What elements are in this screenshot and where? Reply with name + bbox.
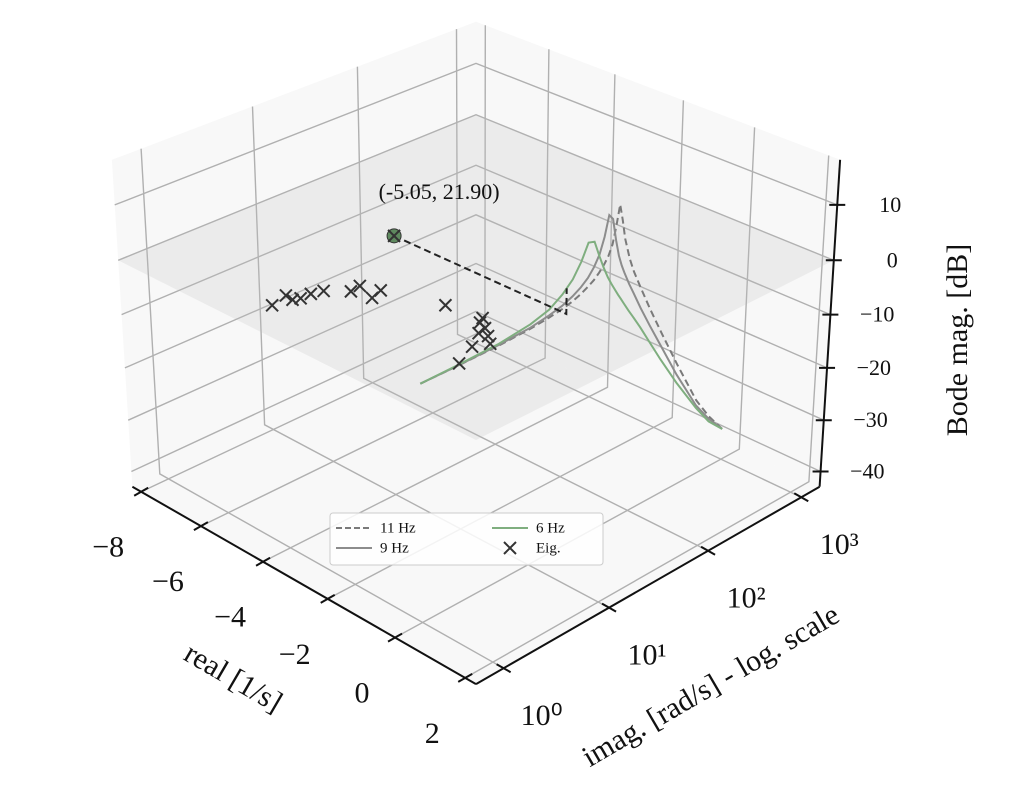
grid-line <box>140 25 486 493</box>
tick-mark <box>496 663 512 674</box>
eigenvalue-marker <box>465 339 479 354</box>
tick-mark <box>193 521 209 531</box>
grid-line <box>117 113 835 261</box>
grid-line <box>200 49 550 527</box>
grid-line <box>356 66 709 552</box>
pane <box>476 21 841 487</box>
tick-mark <box>320 594 336 604</box>
x-axis <box>131 485 477 685</box>
y-axis-label: imag. [rad/s] - log. scale <box>576 598 844 774</box>
eigenvalue-marker <box>344 284 358 299</box>
legend-swatch <box>503 541 517 555</box>
tick-mark <box>133 486 149 497</box>
x-tick-label: −6 <box>152 565 184 598</box>
legend-box <box>329 512 604 566</box>
grid-line <box>121 164 831 316</box>
grid-line <box>140 148 504 669</box>
legend: 11 Hz 9 Hz 6 Hz Eig. <box>329 512 604 566</box>
grid-line <box>394 127 756 639</box>
z-tick-label: 0 <box>887 247 898 272</box>
grid-line <box>127 262 825 421</box>
x-tick-label: −2 <box>279 638 311 671</box>
eigenvalue-marker <box>265 298 279 313</box>
y-tick-label: 10¹ <box>628 639 667 672</box>
y-tick-label: 10⁰ <box>521 699 563 732</box>
x-tick-label: −8 <box>92 531 124 564</box>
x-tick-label: 0 <box>355 676 370 709</box>
grid-line <box>455 29 802 498</box>
tick-mark <box>793 492 809 503</box>
z-tick-label: −30 <box>853 407 887 432</box>
bode-line <box>419 213 723 430</box>
eigenvalue-marker <box>438 298 453 312</box>
eigenvalue-marker <box>387 229 401 243</box>
eigenvalue-marker <box>279 288 293 303</box>
x-tick-label: 2 <box>425 717 440 750</box>
eigenvalue-marker <box>483 337 497 351</box>
z-axis <box>818 159 842 487</box>
grid-line <box>262 74 616 563</box>
grid-line <box>114 62 838 206</box>
z-tick-label: 10 <box>879 192 901 217</box>
eigenvalue-marker <box>374 283 388 298</box>
legend-label: 6 Hz <box>536 520 565 536</box>
tick-mark <box>457 673 473 683</box>
grid-line <box>124 214 828 369</box>
tick-mark <box>255 556 271 567</box>
eigenvalue-marker <box>316 284 331 298</box>
x-tick-label: −4 <box>214 601 246 634</box>
z-tick-label: −20 <box>857 355 891 380</box>
connector <box>393 234 568 316</box>
z-tick-label: −40 <box>850 459 884 484</box>
bode-line <box>419 240 723 430</box>
bode-line <box>419 204 723 430</box>
eigen-plane <box>118 114 834 440</box>
eigenvalue-marker <box>293 291 308 306</box>
panes <box>111 21 841 685</box>
tick-mark <box>387 632 403 643</box>
z-tick-label: −10 <box>860 302 894 327</box>
y-tick-label: 10² <box>727 582 766 615</box>
plot-area: −8−6−4−20210⁰10¹10²10³−40−30−20−10010(-5… <box>92 114 901 750</box>
tick-mark <box>601 602 617 613</box>
eigenvalue-marker <box>452 356 466 371</box>
eigenvalue-marker <box>478 321 492 335</box>
highlight-label: (-5.05, 21.90) <box>379 179 500 204</box>
grid-line <box>464 155 830 679</box>
eigenvalue-marker <box>353 279 367 293</box>
x-axis-label: real [1/s] <box>179 636 288 719</box>
eigenvalue-marker <box>304 287 318 301</box>
pane <box>111 21 477 487</box>
eigenvalue-marker <box>475 311 490 325</box>
y-axis <box>475 485 821 685</box>
legend-label: Eig. <box>536 540 561 556</box>
legend-label: 9 Hz <box>380 540 409 556</box>
legend-label: 11 Hz <box>380 520 416 536</box>
eigenvalue-marker <box>481 329 495 343</box>
y-tick-label: 10³ <box>820 528 859 561</box>
z-axis-label: Bode mag. [dB] <box>941 244 974 436</box>
tick-mark <box>700 545 716 556</box>
